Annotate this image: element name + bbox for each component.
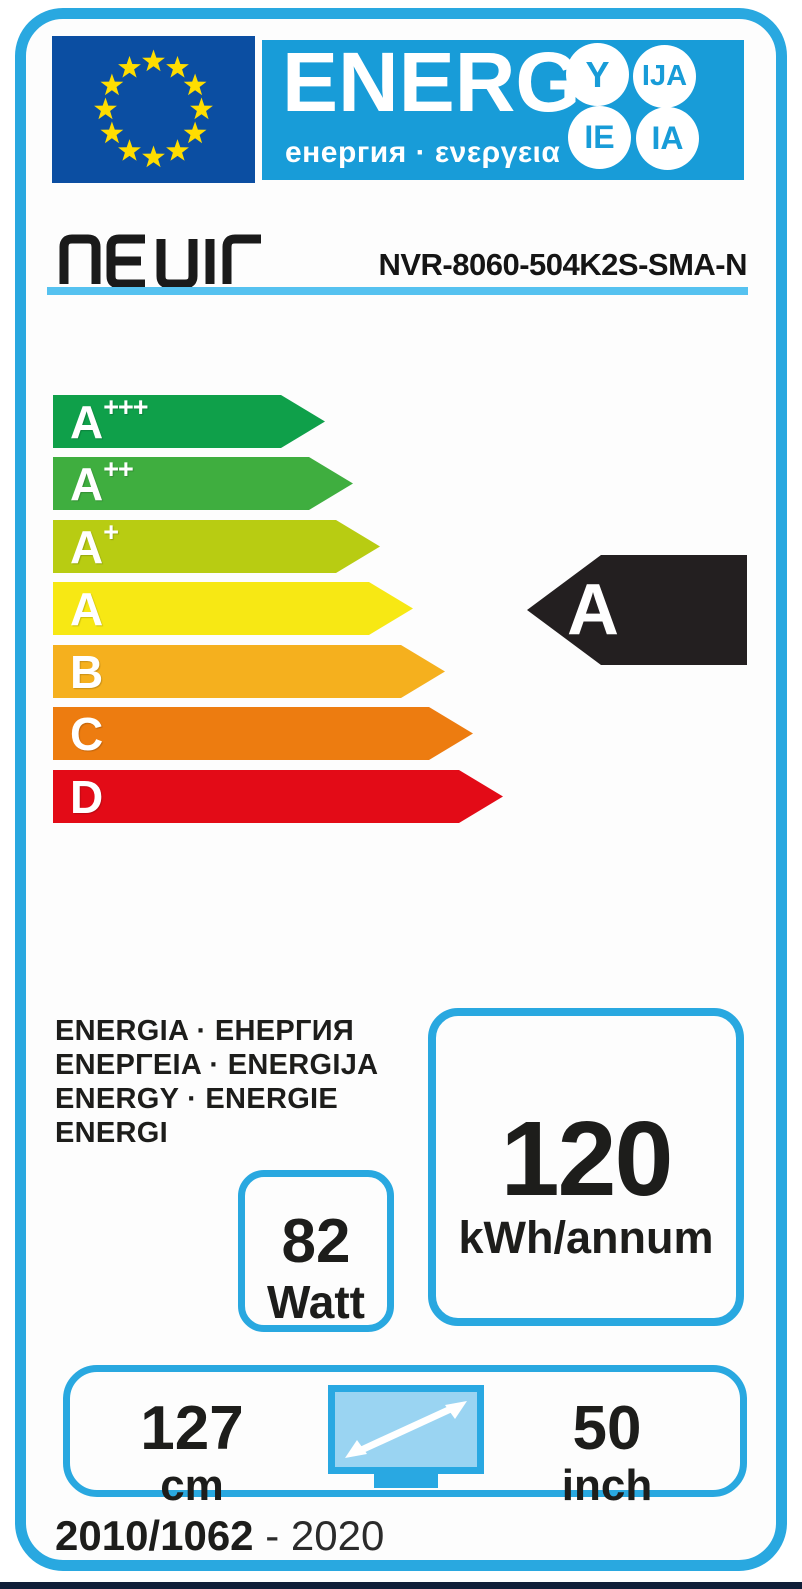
annual-consumption-box: 120 kWh/annum: [428, 1008, 744, 1326]
energy-words-line: ENERGI: [55, 1117, 168, 1149]
energy-words: ENERGIA · ЕНЕРГИЯ ENEPΓEIA · ENERGIJA EN…: [55, 1014, 378, 1150]
regulation-year: - 2020: [253, 1512, 385, 1559]
rating-bar-a+: A +: [53, 520, 380, 573]
energy-words-line: ENERGIA · ЕНЕРГИЯ: [55, 1015, 355, 1047]
nevir-logo: [55, 230, 293, 293]
rating-bar-a+++: A +++: [53, 395, 325, 448]
rating-bar-d: D: [53, 770, 503, 823]
size-inch-group: 50 inch: [517, 1398, 697, 1508]
size-inch-value: 50: [572, 1394, 642, 1463]
header-band: ENERG енергия · ενεργεια Y IJA IE IA: [262, 35, 744, 180]
power-box: 82 Watt: [238, 1170, 394, 1332]
bar-grade: B: [70, 645, 104, 698]
bar-grade: A: [70, 457, 104, 510]
bar-plus: +: [103, 517, 119, 547]
size-cm-value: 127: [140, 1394, 244, 1463]
eu-stars-icon: [94, 49, 213, 168]
bar-grade: A: [70, 520, 104, 573]
screen-size-box: 127 cm 50 inch: [63, 1365, 747, 1508]
bar-grade: A: [70, 582, 104, 635]
language-suffix-circle: IE: [568, 106, 631, 169]
annual-consumption-unit: kWh/annum: [458, 1212, 714, 1263]
brand-divider: [47, 287, 748, 295]
bar-grade: D: [70, 770, 104, 823]
size-cm-group: 127 cm: [102, 1398, 282, 1508]
power-unit: Watt: [267, 1276, 365, 1328]
energy-words-line: ENEPΓEIA · ENERGIJA: [55, 1049, 379, 1081]
bar-plus: +++: [103, 392, 148, 422]
model-number: NVR-8060-504K2S-SMA-N: [378, 247, 747, 282]
bar-grade: A: [70, 395, 104, 448]
tv-stand: [374, 1474, 438, 1488]
power-value: 82: [281, 1207, 351, 1276]
bar-plus: ++: [103, 454, 133, 484]
regulation-code: 2010/1062: [55, 1512, 254, 1559]
size-inch-unit: inch: [561, 1461, 653, 1510]
language-suffix-circle: IA: [636, 107, 699, 170]
size-cm-unit: cm: [160, 1461, 224, 1510]
regulation-reference: 2010/1062 - 2020: [55, 1512, 384, 1560]
energ-title: ENERG: [282, 35, 581, 129]
rating-bar-a++: A ++: [53, 457, 353, 510]
page-edge-strip: [0, 1582, 802, 1589]
eu-flag: [52, 36, 255, 183]
rating-bar-b: B: [53, 645, 445, 698]
bar-grade: C: [70, 707, 104, 760]
language-suffix-circle: Y: [566, 43, 629, 106]
assigned-rating-letter: A: [567, 570, 619, 650]
language-suffix-circle: IJA: [633, 45, 696, 108]
rating-bar-a: A: [53, 582, 413, 635]
tv-diagonal-icon: [328, 1385, 484, 1474]
rating-bar-c: C: [53, 707, 473, 760]
energy-words-line: ENERGY · ENERGIE: [55, 1083, 339, 1115]
annual-consumption-value: 120: [500, 1100, 674, 1218]
energ-subtitle: енергия · ενεργεια: [285, 136, 561, 169]
